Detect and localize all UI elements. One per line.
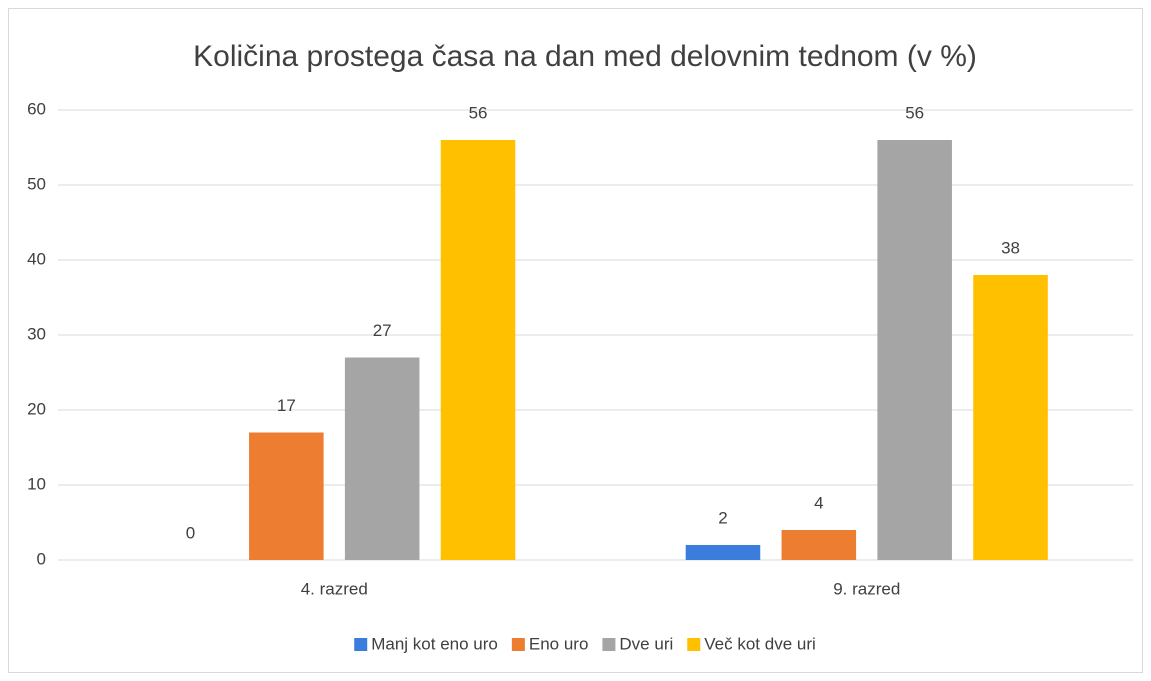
- y-tick-label: 40: [27, 249, 46, 268]
- bar: [877, 140, 952, 560]
- chart-border: [8, 8, 1143, 673]
- legend-swatch: [687, 638, 701, 651]
- data-label: 56: [905, 103, 924, 122]
- bar: [440, 140, 516, 560]
- data-label: 4: [814, 493, 823, 512]
- legend-swatch: [602, 638, 616, 651]
- bar: [344, 357, 420, 560]
- legend-label: Manj kot eno uro: [371, 634, 498, 653]
- data-label: 27: [373, 321, 392, 340]
- chart-title: Količina prostega časa na dan med delovn…: [193, 40, 977, 73]
- data-label: 17: [277, 396, 296, 415]
- legend-label: Več kot dve uri: [704, 634, 816, 653]
- y-tick-label: 20: [27, 399, 46, 418]
- legend-label: Eno uro: [529, 634, 589, 653]
- y-tick-label: 30: [27, 324, 46, 343]
- y-tick-label: 10: [27, 474, 46, 493]
- y-tick-label: 60: [27, 99, 46, 118]
- legend-label: Dve uri: [619, 634, 673, 653]
- bar: [249, 432, 324, 560]
- data-label: 56: [469, 103, 488, 122]
- data-label: 38: [1001, 238, 1020, 257]
- x-tick-label: 4. razred: [301, 579, 368, 598]
- data-label: 0: [186, 523, 195, 542]
- legend-swatch: [511, 638, 525, 651]
- y-tick-label: 0: [37, 549, 46, 568]
- x-tick-label: 9. razred: [833, 579, 900, 598]
- bar: [973, 275, 1048, 560]
- y-tick-label: 50: [27, 174, 46, 193]
- legend-swatch: [354, 638, 368, 651]
- bar: [685, 545, 761, 560]
- bar: [781, 530, 857, 560]
- data-label: 2: [718, 508, 727, 527]
